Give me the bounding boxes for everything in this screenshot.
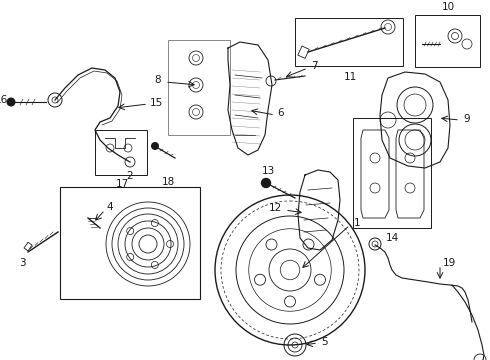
Text: 5: 5 — [321, 337, 328, 347]
Text: 13: 13 — [261, 166, 274, 176]
Circle shape — [151, 142, 159, 150]
Bar — [24, 242, 32, 251]
Bar — [295, 18, 403, 66]
Text: 15: 15 — [150, 98, 163, 108]
Text: 16: 16 — [0, 95, 8, 105]
Text: 12: 12 — [269, 203, 282, 213]
Bar — [298, 46, 309, 58]
Text: 11: 11 — [343, 72, 357, 82]
Circle shape — [262, 179, 270, 188]
Bar — [168, 40, 230, 135]
Bar — [415, 15, 480, 67]
Text: 7: 7 — [311, 61, 318, 71]
Bar — [353, 118, 431, 228]
Text: 2: 2 — [127, 171, 133, 181]
Text: 17: 17 — [115, 179, 128, 189]
Text: 18: 18 — [161, 177, 174, 187]
Text: 9: 9 — [463, 114, 469, 124]
Text: 19: 19 — [443, 258, 456, 268]
Text: 6: 6 — [277, 108, 284, 118]
Circle shape — [6, 98, 16, 107]
Text: 4: 4 — [106, 202, 113, 212]
Text: 1: 1 — [354, 218, 361, 228]
Bar — [60, 187, 200, 299]
Bar — [95, 130, 147, 175]
Text: 10: 10 — [441, 2, 455, 12]
Text: 3: 3 — [19, 258, 25, 268]
Text: 14: 14 — [385, 233, 399, 243]
Text: 8: 8 — [154, 75, 161, 85]
